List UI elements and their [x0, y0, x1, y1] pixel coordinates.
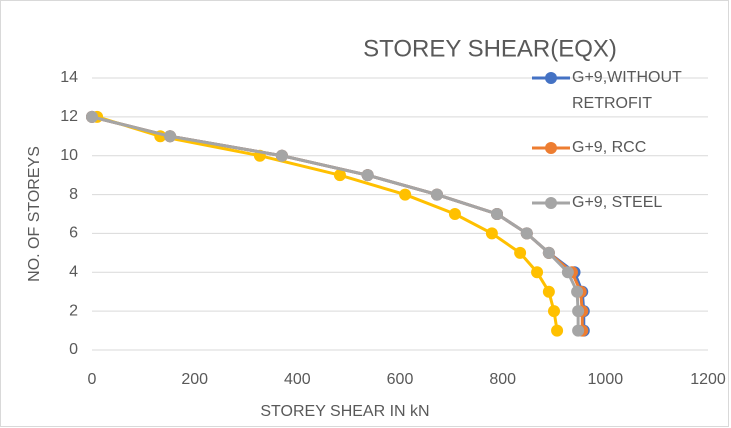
- chart-title: STOREY SHEAR(EQX): [363, 35, 617, 62]
- legend-marker: [545, 142, 557, 154]
- data-point: [520, 227, 533, 240]
- data-point: [491, 208, 504, 220]
- x-tick-label: 400: [284, 371, 311, 388]
- data-point: [361, 169, 374, 182]
- data-point: [548, 305, 560, 318]
- x-tick-label: 1200: [690, 371, 726, 388]
- legend-label: G+9,WITHOUT RETROFIT: [572, 69, 682, 112]
- data-point: [551, 324, 564, 337]
- y-tick-label: 10: [60, 147, 78, 164]
- y-tick-label: 12: [60, 108, 78, 125]
- data-point: [485, 227, 498, 240]
- data-point: [333, 169, 346, 182]
- data-point: [86, 110, 98, 123]
- data-point: [430, 188, 443, 201]
- y-tick-label: 6: [69, 225, 78, 242]
- x-tick-label: 600: [387, 371, 414, 388]
- data-point: [448, 208, 461, 220]
- data-point: [514, 246, 527, 259]
- x-tick-label: 1000: [588, 371, 624, 388]
- data-point: [561, 266, 574, 279]
- y-tick-label: 4: [69, 264, 78, 281]
- y-tick-label: 0: [69, 341, 78, 358]
- data-point: [542, 246, 555, 259]
- legend-label: G+9, RCC: [572, 139, 647, 156]
- data-point: [572, 305, 585, 318]
- x-tick-label: 0: [88, 371, 97, 388]
- data-point: [571, 285, 584, 298]
- data-point: [542, 285, 555, 298]
- x-axis-title: STOREY SHEAR IN kN: [260, 403, 429, 420]
- y-tick-label: 14: [60, 69, 78, 86]
- y-axis-title: NO. OF STOREYS: [26, 146, 43, 282]
- data-point: [572, 324, 585, 337]
- data-point: [164, 130, 177, 143]
- legend-label: G+9, STEEL: [572, 194, 663, 211]
- data-point: [399, 188, 412, 201]
- y-tick-label: 2: [69, 302, 78, 319]
- y-tick-label: 8: [69, 186, 78, 203]
- legend-marker: [545, 72, 557, 84]
- data-point: [275, 149, 288, 162]
- legend-marker: [545, 197, 557, 209]
- x-tick-label: 200: [181, 371, 208, 388]
- x-tick-label: 800: [489, 371, 516, 388]
- data-point: [531, 266, 544, 279]
